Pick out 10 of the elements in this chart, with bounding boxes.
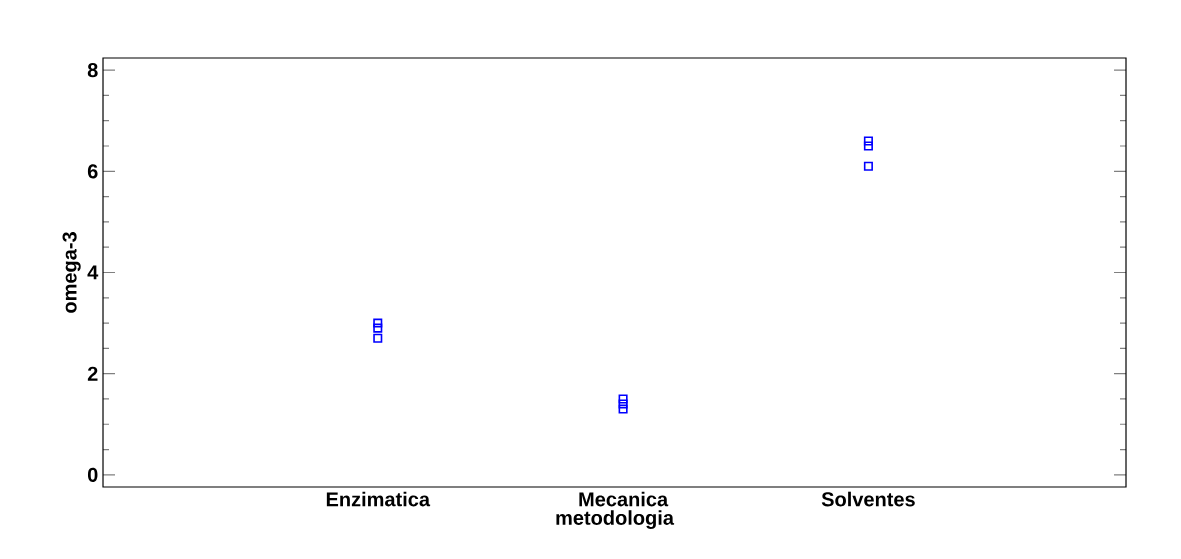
y-tick-label: 8	[87, 63, 98, 78]
y-tick-label: 0	[87, 467, 98, 482]
x-tick-label: Enzimatica	[326, 491, 431, 507]
x-tick-label: Mecanica	[579, 491, 669, 507]
x-axis-title: metodologia	[556, 510, 675, 529]
x-tick-label: Solventes	[821, 491, 915, 507]
y-tick-label: 6	[87, 164, 98, 179]
y-tick-label: 2	[87, 366, 98, 381]
y-axis-title: omega-3	[62, 232, 81, 313]
y-tick-label: 4	[87, 265, 99, 280]
